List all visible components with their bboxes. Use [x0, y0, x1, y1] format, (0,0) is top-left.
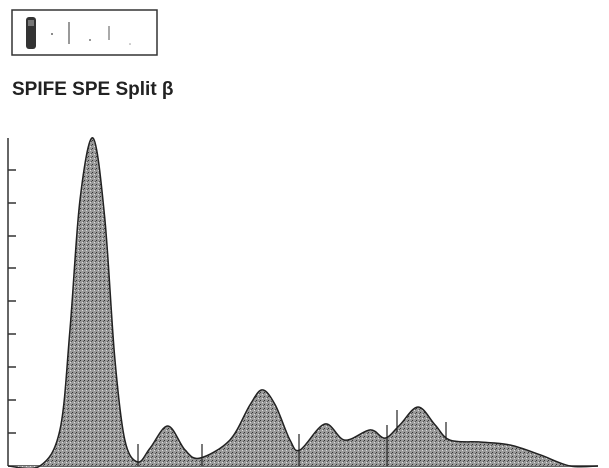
area — [8, 138, 598, 468]
chart-title: SPIFE SPE Split β — [12, 79, 174, 100]
gel-strip — [12, 10, 157, 55]
figure: SPIFE SPE Split β — [0, 0, 609, 468]
